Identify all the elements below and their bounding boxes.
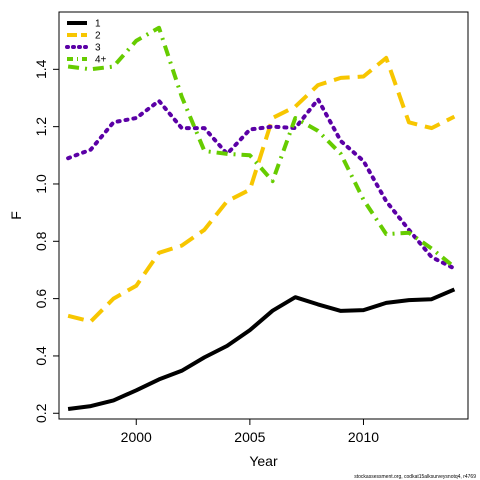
legend-label-1: 1: [95, 19, 101, 30]
x-tick-label: 2005: [234, 429, 265, 445]
legend-label-2: 2: [95, 31, 101, 42]
y-tick-label: 0.4: [33, 346, 49, 366]
footer-credit: stockassessment.org, codkat15alksurveysn…: [354, 474, 476, 480]
x-tick-label: 2010: [348, 429, 379, 445]
y-tick-label: 1.4: [33, 59, 49, 79]
x-axis-title: Year: [249, 453, 278, 469]
y-tick-label: 0.8: [33, 231, 49, 251]
plot-frame: [58, 11, 469, 420]
plot-area: [58, 11, 469, 420]
y-tick-label: 1.0: [33, 174, 49, 194]
series-line-3: [66, 97, 457, 271]
x-axis: 2000 2005 2010: [121, 419, 379, 445]
series-line-1: [67, 287, 456, 411]
x-tick-label: 2000: [121, 429, 152, 445]
legend-label-4: 4+: [95, 55, 107, 66]
y-axis-title: F: [8, 211, 24, 220]
series-line-2: [67, 55, 456, 324]
legend-label-3: 3: [95, 43, 101, 54]
series-lines: [66, 25, 457, 411]
y-tick-label: 0.6: [33, 289, 49, 309]
y-tick-label: 1.2: [33, 117, 49, 137]
series-line-4: [67, 25, 456, 269]
y-tick-label: 0.2: [33, 403, 49, 423]
y-axis: 0.2 0.4 0.6 0.8 1.0 1.2 1.4: [33, 59, 59, 423]
